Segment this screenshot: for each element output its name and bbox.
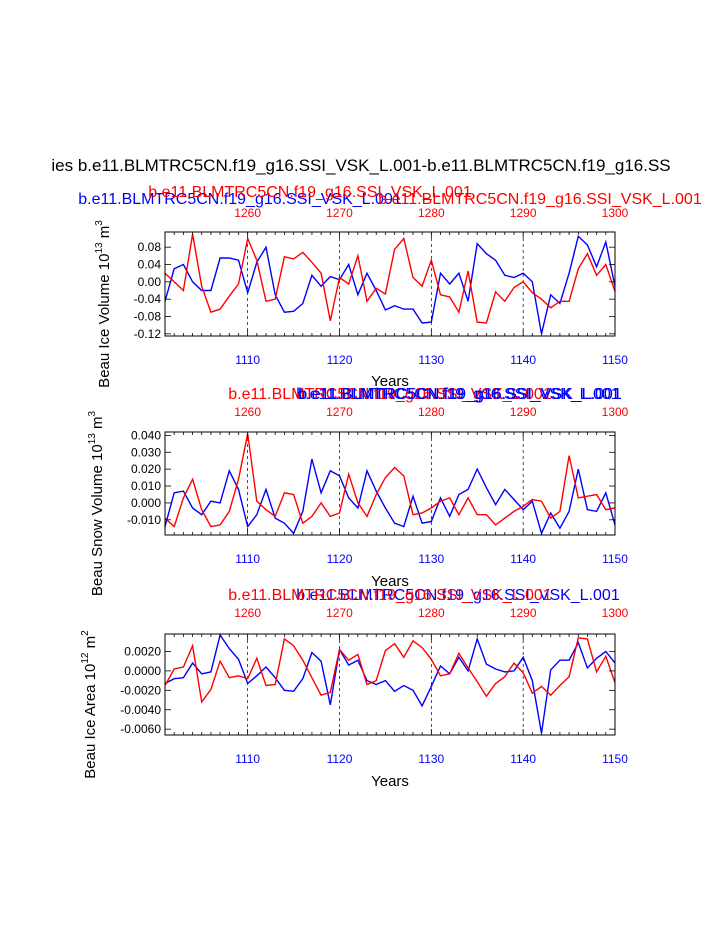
run-label-red: b.e11.BLMTRC5CN.f19_g16.SSI_VSK_L.001 [148, 184, 472, 201]
y-units-m-exponent: 3 [94, 220, 105, 226]
y-tick-label: -0.12 [134, 327, 162, 341]
y-tick-label: 0.010 [131, 479, 161, 493]
x-top-tick-label: 1270 [326, 206, 353, 220]
y-units-m-exponent: 2 [80, 630, 91, 636]
plot-frame [164, 633, 616, 736]
run-label-red: b.e11.BLMTRC5CN.f19_g16.SSI_VSK_L.001 [228, 386, 552, 403]
y-axis-label-text: Beau Snow Volume [89, 461, 106, 596]
run-label-blue-overlap: b.e11.BLMTRC5CN.f19_g16.SSI_VSK_L.001 [298, 386, 622, 403]
run-label-blue: b.e11.BLMTRC5CN.f19_g16.SSI_VSK_L.001 [296, 386, 620, 403]
y-axis-label: Beau Ice Volume 1013 m3 [94, 220, 113, 388]
y-tick-label: 0.0000 [124, 664, 161, 678]
y-axis-label: Beau Ice Area 1012 m2 [80, 630, 99, 779]
x-tick-label: 1110 [235, 752, 260, 766]
x-tick-label: 1150 [602, 752, 628, 766]
x-tick-label: 1130 [418, 552, 444, 566]
y-tick-label: -0.010 [127, 513, 161, 527]
x-tick-label: 1140 [510, 353, 536, 367]
y-tick-label: 0.08 [138, 240, 162, 254]
x-top-tick-label: 1300 [602, 405, 629, 419]
x-top-tick-label: 1290 [510, 606, 537, 620]
y-tick-label: 0.000 [131, 496, 161, 510]
panel-1: b.e11.BLMTRC5CN.f19_g16.SSI_VSK_L.001b.e… [78, 184, 702, 390]
x-tick-label: 1150 [602, 552, 628, 566]
x-top-tick-label: 1270 [326, 606, 353, 620]
y-units-exponent: 13 [87, 433, 98, 445]
y-tick-label: 0.030 [131, 445, 161, 459]
run-label-red: b.e11.BLMTRC5CN.f19_g16.SSI_VSK_L.001 [228, 587, 552, 604]
series-line-red [164, 234, 616, 324]
y-units-exponent: 13 [94, 242, 105, 254]
run-label-blue: b.e11.BLMTRC5CN.f19_g16.SSI_VSK_L.001 [296, 587, 620, 604]
x-tick-label: 1120 [327, 353, 353, 367]
series-line-blue [164, 458, 616, 536]
panel-3: b.e11.BLMTRC5CN.f19_g16.SSI_VSK_L.001b.e… [80, 386, 629, 790]
panel-2: b.e11.BLMTRC5CN.f19_g16.SSI_VSK_L.001b.e… [87, 386, 629, 596]
y-tick-label: 0.040 [131, 428, 161, 442]
y-tick-label: -0.04 [134, 292, 162, 306]
x-axis-label: Years [371, 373, 409, 390]
y-tick-label: -0.0060 [120, 722, 161, 736]
y-units-base: 10 [89, 444, 106, 461]
y-tick-label: -0.0020 [120, 683, 161, 697]
x-tick-label: 1110 [235, 552, 260, 566]
series-line-red [164, 433, 616, 528]
x-top-tick-label: 1270 [326, 405, 353, 419]
plot-frame [164, 431, 616, 536]
run-label-red-overlap: b.e11.BLMTRC5CN.f19_g16.SSI_VSK_L.001 [378, 191, 702, 208]
x-tick-label: 1130 [418, 353, 444, 367]
y-axis-label-text: Beau Ice Volume [96, 270, 113, 388]
x-top-tick-label: 1300 [602, 206, 629, 220]
y-tick-label: 0.0020 [124, 644, 161, 658]
x-tick-label: 1140 [510, 552, 536, 566]
x-top-tick-label: 1260 [234, 206, 261, 220]
x-top-tick-label: 1280 [418, 606, 445, 620]
x-top-tick-label: 1290 [510, 405, 537, 419]
run-label-blue-overlap: b.e11.BLMTRC5CN.f19_g16.SSI_VSK_L.001 [298, 386, 622, 403]
x-tick-label: 1150 [602, 353, 628, 367]
series-line-blue [164, 234, 616, 334]
y-tick-label: -0.0040 [120, 703, 161, 717]
y-tick-label: 0.00 [138, 275, 162, 289]
x-axis-label: Years [371, 573, 409, 590]
main-title: ies b.e11.BLMTRC5CN.f19_g16.SSI_VSK_L.00… [51, 156, 670, 175]
y-tick-label: 0.04 [138, 258, 162, 272]
x-tick-label: 1110 [235, 353, 260, 367]
y-units-m: m [82, 636, 99, 653]
x-top-tick-label: 1280 [418, 405, 445, 419]
y-units-m: m [89, 416, 106, 433]
y-units-base: 10 [96, 254, 113, 271]
x-tick-label: 1120 [327, 552, 353, 566]
y-units-base: 10 [82, 664, 99, 681]
y-axis-label: Beau Snow Volume 1013 m3 [87, 410, 106, 596]
y-tick-label: 0.020 [131, 462, 161, 476]
plot-frame [164, 231, 616, 337]
x-top-tick-label: 1280 [418, 206, 445, 220]
y-tick-label: -0.08 [134, 310, 162, 324]
x-top-tick-label: 1260 [234, 405, 261, 419]
y-units-m-exponent: 3 [87, 410, 98, 416]
x-top-tick-label: 1260 [234, 606, 261, 620]
x-tick-label: 1140 [510, 752, 536, 766]
y-axis-label-text: Beau Ice Area [82, 680, 99, 778]
x-tick-label: 1130 [418, 752, 444, 766]
series-line-blue [164, 633, 616, 734]
y-units-exponent: 12 [80, 652, 91, 664]
x-top-tick-label: 1300 [602, 606, 629, 620]
x-tick-label: 1120 [327, 752, 353, 766]
x-axis-label: Years [371, 773, 409, 790]
series-line-red [164, 637, 616, 704]
x-top-tick-label: 1290 [510, 206, 537, 220]
run-label-blue: b.e11.BLMTRC5CN.f19_g16.SSI_VSK_L.001 [78, 191, 402, 208]
y-units-m: m [96, 226, 113, 243]
